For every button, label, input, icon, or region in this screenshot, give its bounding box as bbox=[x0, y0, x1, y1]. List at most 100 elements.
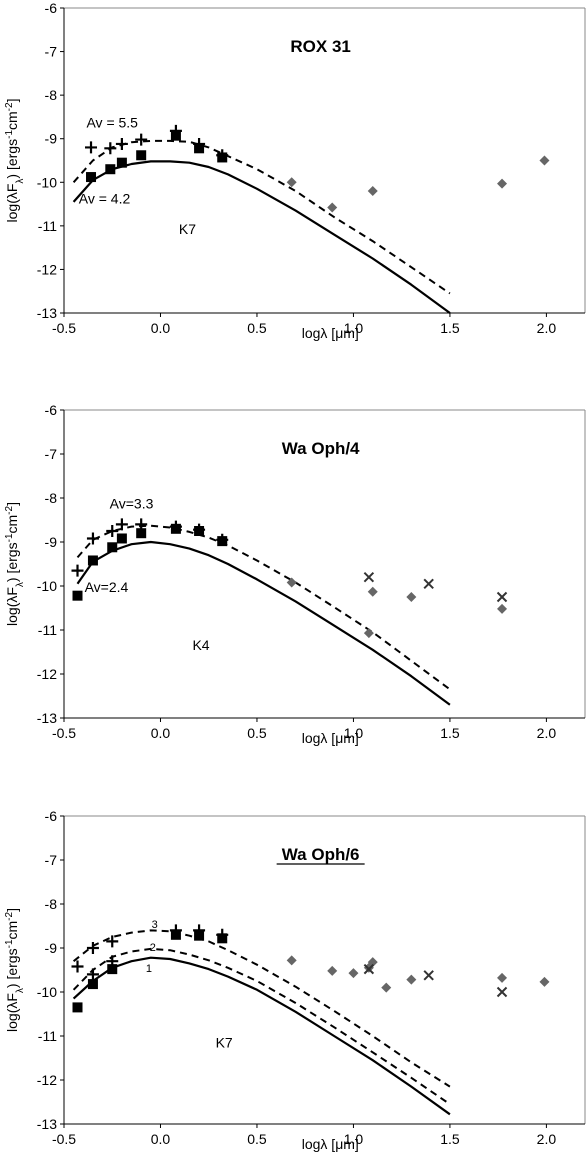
panel-3-y-tick-label: -8 bbox=[45, 896, 58, 912]
panel-3-x-tick-label: 0.5 bbox=[247, 1131, 267, 1147]
panel-3-series-6-diamond-point bbox=[348, 968, 359, 979]
panel-2-series-6-cross-point bbox=[363, 571, 375, 583]
panel-2-y-tick-label: -6 bbox=[45, 402, 58, 418]
panel-2-annotation: Av=2.4 bbox=[85, 579, 129, 595]
panel-2-series-5-diamond-point bbox=[286, 577, 297, 588]
panel-3-y-tick-label: -13 bbox=[37, 1116, 57, 1132]
panel-3-series-6-diamond-point bbox=[406, 974, 417, 985]
panel-3-series-7-cross-point bbox=[363, 963, 375, 975]
panel-1-series-4-square-point bbox=[105, 164, 116, 175]
panel-1-x-tick-label: 1.0 bbox=[344, 320, 364, 336]
panel-1-series-4-square-point bbox=[116, 157, 127, 168]
panel-3-ylabel-part: log(λF bbox=[4, 993, 20, 1032]
panel-3-series-4-plus-point bbox=[86, 968, 99, 981]
panel-1-series-3-plus-point bbox=[104, 142, 117, 155]
panel-2-ylabel-sup: -1 bbox=[4, 533, 15, 542]
panel-2-series-1-solid-line bbox=[76, 540, 451, 706]
panel-2-y-tick-label: -9 bbox=[45, 534, 58, 550]
panel-3-series-5-square-point bbox=[107, 964, 118, 975]
panel-1-series-1-solid-line bbox=[72, 160, 451, 314]
panel-3-x-tick-label: 0.0 bbox=[151, 1131, 171, 1147]
panel-1-ylabel-sup: -1 bbox=[4, 130, 15, 139]
panel-2-series-3-plus-point bbox=[106, 525, 119, 537]
panel-2-series-5-diamond-point bbox=[406, 592, 417, 602]
panel-3-series-6-diamond-point bbox=[381, 982, 392, 993]
panel-2-y-tick-label: -11 bbox=[38, 622, 57, 638]
panel-2-series-4-square-point bbox=[72, 590, 83, 601]
panel-1-series-5-diamond-point bbox=[327, 202, 338, 213]
panel-3-series-4-plus-point bbox=[106, 935, 119, 948]
panel-3-ylabel-part: cm bbox=[4, 921, 20, 940]
panel-2-series-3-plus-point bbox=[86, 532, 99, 545]
panel-1-x-tick-label: 0.5 bbox=[247, 320, 267, 336]
panel-1-y-tick-label: -13 bbox=[37, 305, 57, 321]
panel-3-series-6-diamond-point bbox=[286, 955, 297, 966]
panel-1-y-tick-label: -10 bbox=[37, 174, 57, 190]
panel-3-series-7-cross-point bbox=[496, 986, 508, 998]
panel-1-series-4-square-point bbox=[136, 150, 147, 161]
panel-1-x-tick-label: -0.5 bbox=[52, 320, 76, 336]
panel-2-series-6-cross-point bbox=[423, 578, 434, 590]
panel-2-chart: -6 -7 -8 -9 -10 -11 -12 -13-0.5 0.0 0.5 1.0 1.5 2.0 l… bbox=[4, 402, 586, 746]
panel-2-ylabel-part: cm bbox=[4, 515, 20, 534]
panel-1-y-tick-label: -11 bbox=[38, 218, 57, 234]
panel-1-ylabel-sub: λ bbox=[15, 179, 26, 184]
panel-1-x-axis-label: logλ [μm] bbox=[302, 325, 359, 341]
panel-1-series-3-plus-point bbox=[115, 137, 128, 150]
panel-1-series-4-square-point bbox=[170, 130, 181, 141]
panel-1-ylabel-part: log(λF bbox=[4, 184, 20, 223]
panel-1-chart: -6 -7 -8 -9 -10 -11 -12 -13-0.5 0.0 0.5 1.0 1.5 2.0 l… bbox=[4, 0, 586, 341]
panel-3-series-5-square-point bbox=[194, 930, 205, 941]
panel-2-series-2-dashed-line bbox=[76, 524, 451, 691]
panel-1-x-tick-label: 0.0 bbox=[151, 320, 171, 336]
panel-2-series-4-square-point bbox=[217, 536, 228, 547]
panel-3-annotation: 1 bbox=[146, 963, 152, 975]
panel-1-series-5-diamond-point bbox=[286, 177, 297, 188]
panel-1-y-tick-label: -12 bbox=[37, 261, 57, 277]
panel-3-x-tick-label: 1.5 bbox=[440, 1131, 460, 1147]
panel-2-series-4-square-point bbox=[136, 528, 147, 539]
panel-3-annotation: K7 bbox=[216, 1035, 233, 1051]
panel-1-series-3-plus-point bbox=[85, 141, 98, 154]
panel-3-series-1-solid-line bbox=[72, 956, 451, 1116]
panel-2-x-tick-label: 0.5 bbox=[247, 725, 267, 741]
panel-1-annotation: Av = 4.2 bbox=[79, 190, 131, 206]
panel-1-y-tick-label: -7 bbox=[45, 44, 58, 60]
panel-1-series-4-square-point bbox=[217, 152, 228, 163]
panel-1-ylabel-part: cm bbox=[4, 111, 20, 130]
panel-3-series-6-diamond-point bbox=[367, 957, 378, 968]
panel-2-y-tick-label: -13 bbox=[37, 710, 57, 726]
panel-2-x-tick-label: 1.5 bbox=[440, 725, 460, 741]
panel-2-ylabel-sub: λ bbox=[15, 582, 26, 587]
panel-1-y-tick-label: -9 bbox=[45, 131, 58, 147]
panel-1-series-4-square-point bbox=[194, 143, 205, 154]
panel-2-x-tick-label: 2.0 bbox=[537, 725, 557, 741]
panel-1-series-2-dashed-line bbox=[72, 139, 451, 295]
panel-2-ylabel-sup: -2 bbox=[4, 505, 15, 514]
panel-1-ylabel-sup: -2 bbox=[4, 102, 15, 111]
panel-3-annotation: 2 bbox=[150, 942, 156, 954]
panel-1-ylabel-part: ) [ergs bbox=[4, 139, 20, 179]
panel-1-y-tick-label: -8 bbox=[45, 87, 58, 103]
panel-3-title: Wa Oph/6 bbox=[282, 845, 360, 864]
panel-1-series-5-diamond-point bbox=[539, 155, 550, 166]
panel-1-title: ROX 31 bbox=[290, 37, 350, 56]
panel-3-y-tick-label: -6 bbox=[45, 808, 58, 824]
panel-2-x-tick-label: 1.0 bbox=[344, 725, 364, 741]
panel-3-series-4-plus-point bbox=[86, 942, 99, 954]
panel-2-series-5-diamond-point bbox=[497, 603, 508, 614]
panel-2-x-axis-label: logλ [μm] bbox=[302, 730, 359, 746]
panel-3-x-tick-label: 1.0 bbox=[344, 1131, 364, 1147]
panel-1-series-5-diamond-point bbox=[497, 178, 508, 189]
panel-3-ylabel-sup: -1 bbox=[4, 939, 15, 948]
panel-2-series-4-square-point bbox=[116, 533, 127, 544]
panel-3-y-tick-label: -9 bbox=[45, 940, 58, 956]
panel-3-ylabel-sup: -2 bbox=[4, 911, 15, 920]
panel-2-series-3-plus-point bbox=[71, 564, 84, 577]
panel-2-series-5-diamond-point bbox=[367, 586, 378, 597]
panel-2-ylabel-part: ) [ergs bbox=[4, 542, 20, 582]
panel-3-annotation: 3 bbox=[152, 919, 158, 931]
panel-2-y-axis-label: log(λFλ) [ergs-1cm-2] bbox=[4, 502, 26, 626]
panel-2-series-4-square-point bbox=[87, 555, 98, 566]
